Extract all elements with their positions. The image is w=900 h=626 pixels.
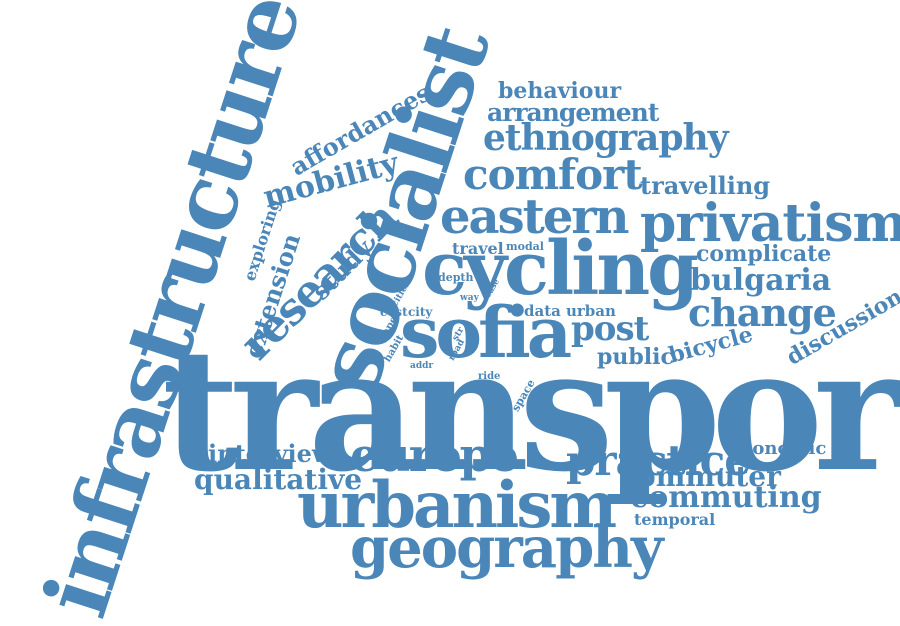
word-bulgaria: bulgaria bbox=[690, 266, 831, 296]
word-addr: addr bbox=[410, 362, 433, 371]
word-public: public bbox=[597, 346, 674, 368]
word-qualitative: qualitative bbox=[194, 466, 362, 494]
word-modal: modal bbox=[506, 241, 544, 252]
word-europe: europe bbox=[350, 432, 517, 478]
word-city: city bbox=[408, 306, 432, 318]
word-interview: interview bbox=[208, 442, 333, 466]
word-eastern: eastern bbox=[440, 193, 628, 241]
word-data: data bbox=[524, 304, 561, 319]
word-economic: economic bbox=[730, 440, 826, 458]
word-commuter: commuter bbox=[620, 463, 781, 491]
word-way: way bbox=[460, 294, 479, 303]
word-depth: depth bbox=[438, 272, 473, 283]
word-travelling: travelling bbox=[640, 174, 770, 198]
word-change: change bbox=[688, 294, 836, 332]
word-comfort: comfort bbox=[463, 154, 642, 196]
word-temporal: temporal bbox=[634, 512, 715, 528]
word-urban: urban bbox=[566, 304, 616, 319]
word-complicate: complicate bbox=[696, 243, 831, 265]
word-behaviour: behaviour bbox=[498, 80, 621, 102]
word-travel: travel bbox=[452, 241, 504, 257]
word-geography: geography bbox=[350, 520, 662, 576]
word-ride: ride bbox=[478, 372, 500, 382]
